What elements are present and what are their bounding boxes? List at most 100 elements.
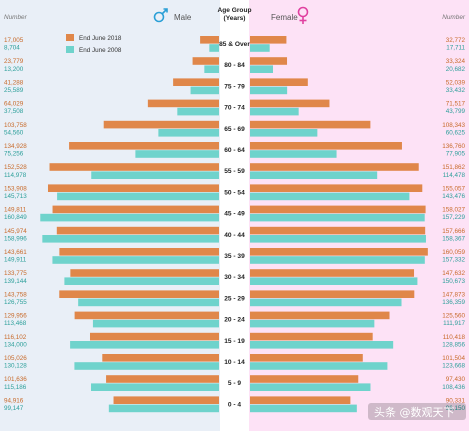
label-male-2018: 94,916 bbox=[4, 397, 24, 404]
label-male-2008: 99,147 bbox=[4, 405, 24, 412]
bar-female-2008 bbox=[250, 171, 378, 179]
label-male-2018: 103,758 bbox=[4, 122, 27, 129]
label-male-2018: 41,288 bbox=[4, 79, 24, 86]
legend-swatch-2018 bbox=[66, 34, 74, 41]
label-female-2008: 114,478 bbox=[443, 172, 466, 179]
label-female-2018: 97,430 bbox=[446, 376, 466, 383]
age-group-label: 60 - 64 bbox=[224, 147, 245, 154]
bar-male-2018 bbox=[70, 269, 219, 277]
bar-female-2018 bbox=[250, 163, 419, 171]
bar-male-2018 bbox=[89, 332, 220, 341]
label-male-2008: 139,144 bbox=[4, 278, 27, 285]
label-male-2018: 17,005 bbox=[4, 37, 24, 44]
bar-female-2008 bbox=[250, 256, 425, 264]
age-group-label: 85 & Over bbox=[219, 41, 250, 48]
label-female-2008: 136,359 bbox=[442, 299, 465, 306]
bar-female-2018 bbox=[250, 396, 351, 404]
label-male-2018: 116,102 bbox=[4, 334, 27, 341]
label-male-2018: 133,775 bbox=[4, 270, 27, 277]
male-symbol-icon bbox=[153, 8, 168, 23]
label-male-2018: 143,661 bbox=[4, 249, 27, 256]
label-female-2018: 147,632 bbox=[442, 270, 465, 277]
bar-male-2008 bbox=[78, 298, 220, 307]
label-male-2008: 160,849 bbox=[4, 214, 27, 221]
label-male-2008: 54,560 bbox=[4, 129, 24, 136]
age-group-label: 55 - 59 bbox=[224, 168, 245, 175]
label-female-2018: 160,059 bbox=[442, 249, 465, 256]
label-male-2008: 134,000 bbox=[4, 341, 27, 348]
age-group-label: 45 - 49 bbox=[224, 211, 245, 218]
label-male-2018: 152,528 bbox=[4, 164, 27, 171]
bar-male-2008 bbox=[209, 44, 219, 52]
bar-male-2008 bbox=[91, 383, 219, 391]
male-label: Male bbox=[174, 13, 192, 22]
label-female-2008: 143,476 bbox=[442, 193, 465, 200]
legend-label-2008: End June 2008 bbox=[79, 47, 122, 54]
bar-female-2008 bbox=[250, 235, 426, 243]
age-group-label: 65 - 69 bbox=[224, 126, 245, 133]
label-male-2018: 64,029 bbox=[4, 101, 24, 108]
bar-male-2008 bbox=[52, 256, 219, 264]
label-male-2018: 149,811 bbox=[4, 207, 27, 214]
bar-male-2008 bbox=[158, 129, 219, 137]
age-group-label: 15 - 19 bbox=[224, 338, 245, 345]
bar-male-2008 bbox=[135, 150, 219, 158]
label-male-2008: 75,256 bbox=[4, 151, 24, 158]
bar-female-2018 bbox=[250, 248, 428, 256]
label-male-2008: 113,468 bbox=[4, 320, 27, 327]
bar-male-2018 bbox=[56, 226, 219, 235]
label-female-2008: 20,682 bbox=[446, 66, 466, 73]
bar-female-2018 bbox=[250, 269, 415, 277]
bar-female-2018 bbox=[250, 375, 359, 383]
label-male-2008: 158,996 bbox=[4, 235, 27, 242]
bar-female-2018 bbox=[250, 57, 288, 65]
label-female-2008: 43,799 bbox=[446, 108, 466, 115]
age-group-label: 75 - 79 bbox=[224, 83, 245, 90]
label-female-2018: 33,324 bbox=[446, 58, 466, 65]
age-group-label: 5 - 9 bbox=[228, 380, 242, 387]
bar-male-2008 bbox=[74, 362, 219, 370]
bar-female-2018 bbox=[250, 78, 308, 86]
bar-female-2018 bbox=[250, 311, 390, 320]
bar-male-2008 bbox=[42, 235, 220, 243]
bar-male-2018 bbox=[59, 248, 220, 256]
bar-female-2008 bbox=[250, 192, 410, 201]
label-female-2008: 96,150 bbox=[446, 405, 466, 412]
label-male-2018: 145,974 bbox=[4, 228, 27, 235]
label-female-2018: 151,862 bbox=[442, 164, 465, 171]
label-male-2018: 105,026 bbox=[4, 355, 27, 362]
label-male-2008: 114,978 bbox=[4, 172, 27, 179]
age-group-title: Age Group bbox=[217, 7, 251, 14]
label-female-2008: 17,711 bbox=[446, 45, 465, 52]
label-female-2008: 111,917 bbox=[443, 320, 465, 327]
bar-female-2008 bbox=[250, 44, 270, 52]
age-group-label: 35 - 39 bbox=[224, 253, 245, 260]
label-female-2008: 158,367 bbox=[442, 235, 465, 242]
label-female-2018: 158,027 bbox=[442, 207, 465, 214]
label-male-2018: 129,956 bbox=[4, 313, 27, 320]
age-group-label: 80 - 84 bbox=[224, 62, 245, 69]
label-male-2008: 130,128 bbox=[4, 363, 27, 370]
label-female-2018: 108,343 bbox=[442, 122, 465, 129]
label-female-2008: 123,668 bbox=[442, 363, 465, 370]
legend: End June 2018 End June 2008 bbox=[66, 34, 122, 54]
age-group-label: 10 - 14 bbox=[224, 359, 245, 366]
label-female-2008: 33,432 bbox=[446, 87, 466, 94]
age-group-label: 25 - 29 bbox=[224, 295, 245, 302]
bar-female-2008 bbox=[250, 319, 375, 328]
bar-female-2008 bbox=[250, 383, 371, 391]
label-male-2008: 145,713 bbox=[4, 193, 27, 200]
bar-male-2008 bbox=[64, 277, 219, 285]
bar-female-2018 bbox=[250, 354, 363, 362]
age-group-label: 30 - 34 bbox=[224, 274, 245, 281]
bar-female-2008 bbox=[250, 341, 394, 349]
label-female-2018: 90,331 bbox=[446, 397, 466, 404]
bar-male-2018 bbox=[200, 36, 219, 44]
label-female-2008: 128,856 bbox=[442, 341, 465, 348]
label-male-2018: 134,928 bbox=[4, 143, 27, 150]
bar-female-2018 bbox=[250, 226, 426, 235]
age-group-label: 0 - 4 bbox=[228, 401, 242, 408]
age-group-units: (Years) bbox=[224, 15, 246, 22]
bar-female-2008 bbox=[250, 362, 388, 370]
